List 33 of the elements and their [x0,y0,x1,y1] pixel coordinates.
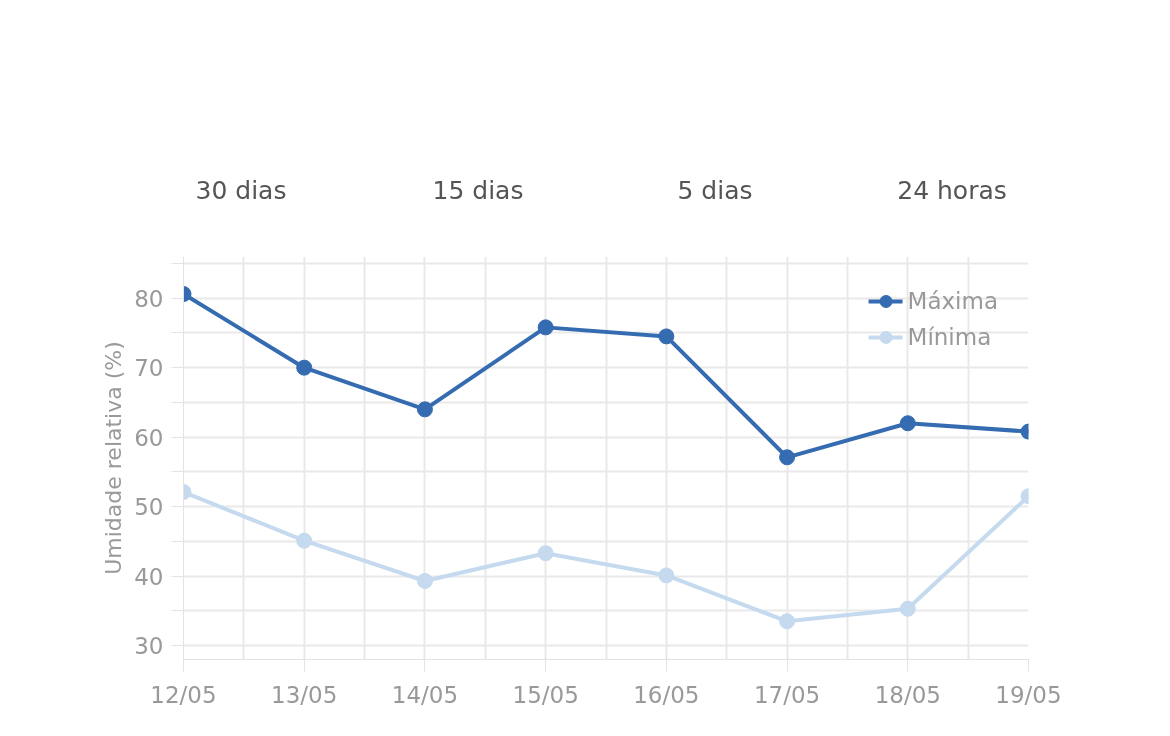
point [416,573,433,589]
x-tick-label: 19/05 [995,681,1062,708]
point [296,532,313,549]
point [899,600,916,617]
text: 15 dias [432,176,524,205]
x-tick-label: 12/05 [150,681,217,708]
y-tick-label: 30 [134,633,164,660]
x-tick-label: 16/05 [633,681,700,708]
text: 5 dias [677,176,753,205]
y-axis-title: Umidade relativa (%) [101,341,127,575]
point [779,449,796,466]
y-tick-label: 80 [134,285,164,312]
point [537,319,554,336]
y-tick-label: 50 [134,494,164,521]
x-tick-label: 17/05 [753,681,821,708]
x-tick-label: 18/05 [874,681,941,708]
x-tick-label: 13/05 [271,681,338,708]
point [416,401,433,418]
point [899,415,916,432]
text: 24 horas [897,176,1007,205]
y-tick-label: 40 [134,563,164,590]
text: 30 dias [195,176,287,205]
point [537,545,554,562]
x-tick-label: 14/05 [391,681,459,708]
legend-label: Mínima [907,324,992,350]
legend-label: Máxima [907,288,998,314]
point [658,567,675,584]
point [779,613,796,630]
y-tick-label: 60 [134,424,164,451]
point [296,359,313,376]
y-tick-label: 70 [134,355,164,382]
x-tick-label: 15/05 [512,681,579,708]
point [658,328,675,345]
